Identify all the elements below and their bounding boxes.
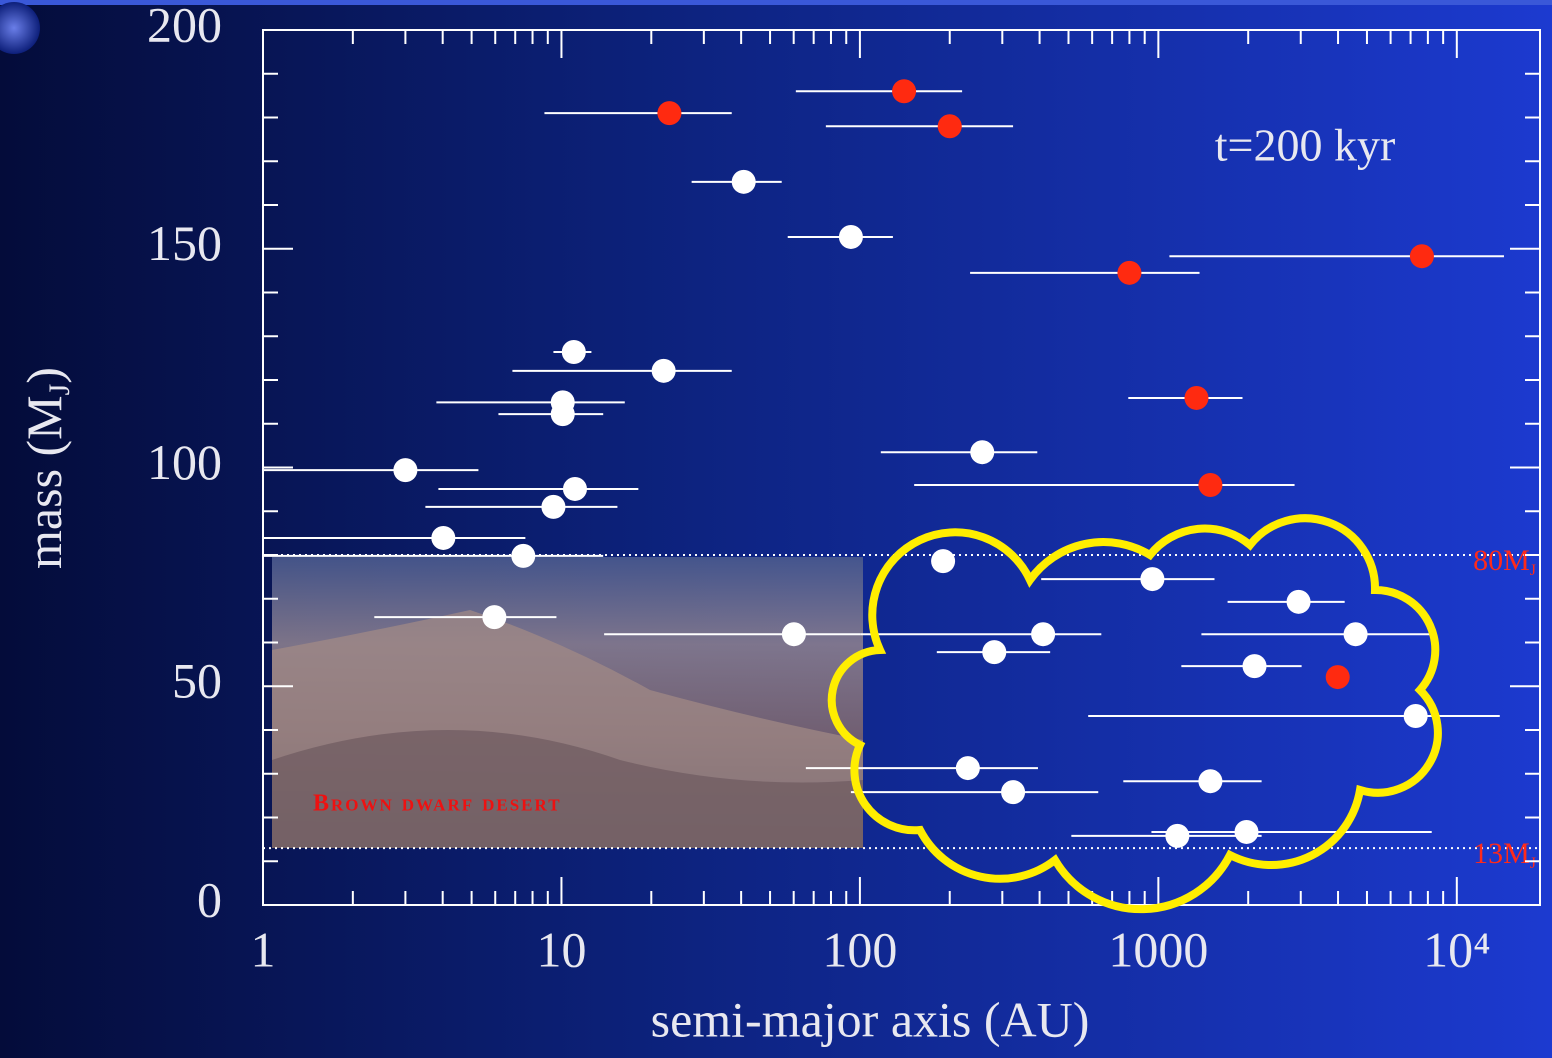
data-point bbox=[1326, 665, 1350, 689]
data-point bbox=[839, 225, 863, 249]
data-point bbox=[551, 402, 575, 426]
y-tick-label: 200 bbox=[147, 0, 222, 52]
y-tick-label: 100 bbox=[147, 434, 222, 490]
data-point bbox=[1410, 244, 1434, 268]
y-tick-label: 50 bbox=[172, 653, 222, 709]
data-point bbox=[1031, 622, 1055, 646]
data-point bbox=[1344, 622, 1368, 646]
data-point bbox=[1165, 824, 1189, 848]
x-tick-label: 1000 bbox=[1108, 921, 1208, 977]
reference-label-sub: J bbox=[1530, 562, 1536, 579]
top-bar bbox=[0, 0, 1552, 5]
reference-label-sub: J bbox=[1530, 855, 1536, 872]
data-point bbox=[431, 526, 455, 550]
data-point bbox=[482, 605, 506, 629]
data-point bbox=[652, 359, 676, 383]
data-point bbox=[657, 101, 681, 125]
chart: 80MJ13MJ110100100010⁴050100150200 Brown … bbox=[0, 0, 1552, 1058]
data-point bbox=[562, 340, 586, 364]
data-point bbox=[892, 79, 916, 103]
data-point bbox=[393, 458, 417, 482]
y-tick-label: 150 bbox=[147, 215, 222, 271]
data-point bbox=[1140, 567, 1164, 591]
x-axis-label: semi-major axis (AU) bbox=[651, 991, 1090, 1047]
y-label-sub: J bbox=[43, 383, 76, 395]
y-axis-label: mass (MJ) bbox=[16, 367, 75, 569]
x-tick-label: 10 bbox=[536, 921, 586, 977]
data-point bbox=[1184, 386, 1208, 410]
data-point bbox=[1117, 261, 1141, 285]
data-point bbox=[563, 477, 587, 501]
y-label-text: mass (M bbox=[16, 395, 72, 569]
data-point bbox=[970, 440, 994, 464]
data-point bbox=[1001, 780, 1025, 804]
annotation: t=200 kyr bbox=[1215, 120, 1396, 171]
y-label-tail: ) bbox=[16, 367, 72, 384]
page: 80MJ13MJ110100100010⁴050100150200 Brown … bbox=[0, 0, 1552, 1058]
x-tick-label: 10⁴ bbox=[1423, 921, 1490, 977]
reference-label: 13MJ bbox=[1473, 837, 1536, 872]
y-tick-label: 0 bbox=[197, 871, 222, 927]
data-point bbox=[732, 170, 756, 194]
data-point bbox=[1198, 473, 1222, 497]
reference-label: 80MJ bbox=[1473, 544, 1536, 579]
data-point bbox=[1243, 654, 1267, 678]
data-point bbox=[782, 622, 806, 646]
x-tick-label: 1 bbox=[251, 921, 276, 977]
x-tick-label: 100 bbox=[822, 921, 897, 977]
data-point bbox=[956, 756, 980, 780]
reference-label-text: 80M bbox=[1473, 544, 1530, 577]
data-point bbox=[1198, 769, 1222, 793]
data-point bbox=[511, 544, 535, 568]
data-point bbox=[938, 114, 962, 138]
data-point bbox=[1287, 590, 1311, 614]
data-point bbox=[1404, 704, 1428, 728]
data-point bbox=[541, 495, 565, 519]
data-point bbox=[931, 549, 955, 573]
reference-label-text: 13M bbox=[1473, 837, 1530, 870]
region-label: Brown dwarf desert bbox=[313, 791, 562, 817]
data-point bbox=[982, 640, 1006, 664]
data-point bbox=[1235, 820, 1259, 844]
